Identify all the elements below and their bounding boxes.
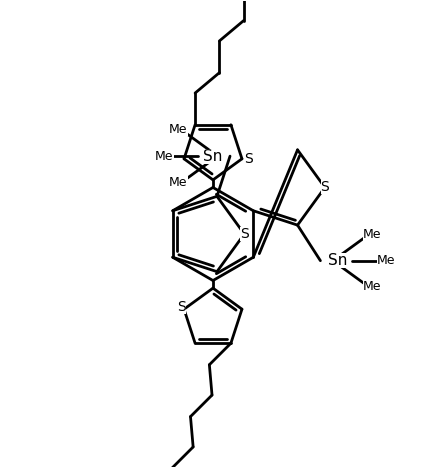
Text: Me: Me bbox=[377, 254, 395, 267]
Text: Me: Me bbox=[155, 150, 174, 163]
Text: S: S bbox=[244, 152, 253, 166]
Text: Me: Me bbox=[169, 176, 188, 189]
Text: Sn: Sn bbox=[328, 253, 347, 268]
Text: Me: Me bbox=[363, 228, 381, 241]
Text: S: S bbox=[178, 300, 186, 314]
Text: Me: Me bbox=[169, 124, 188, 136]
Text: Sn: Sn bbox=[204, 149, 223, 164]
Text: S: S bbox=[240, 227, 249, 241]
Text: S: S bbox=[320, 181, 329, 195]
Text: Me: Me bbox=[363, 280, 381, 293]
